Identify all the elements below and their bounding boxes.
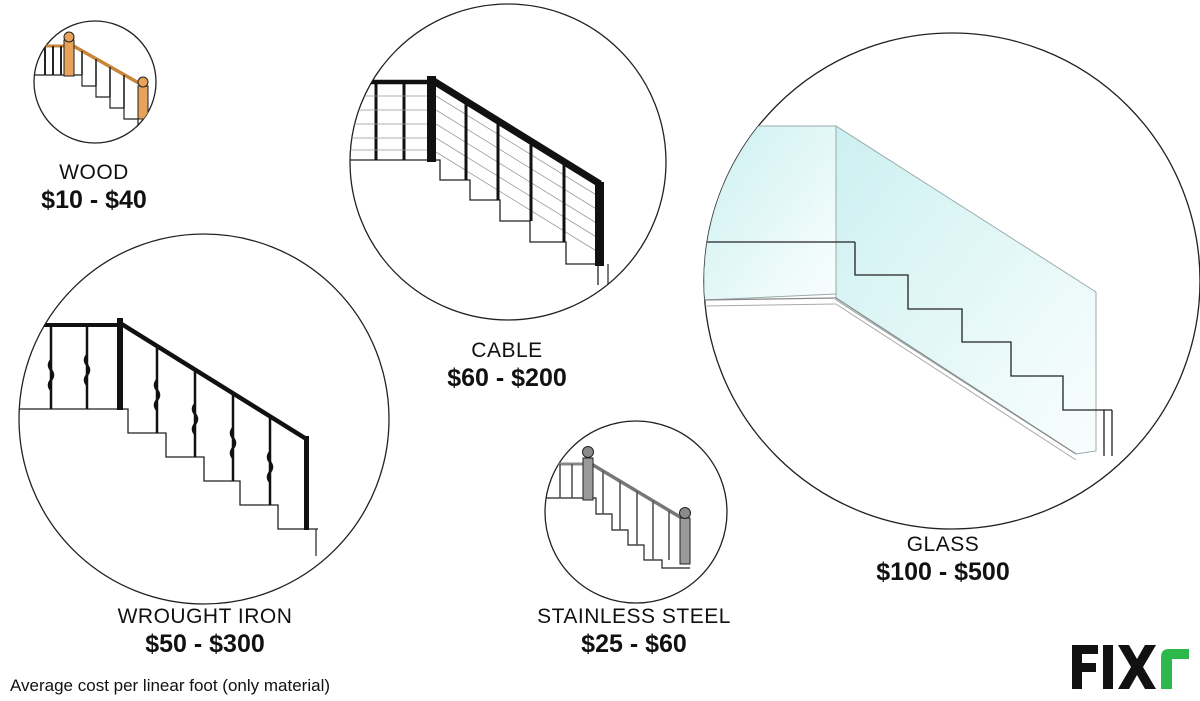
material-name: WOOD [59,161,129,184]
material-price: $10 - $40 [41,186,147,214]
stainless-steel-label: STAINLESS STEEL $25 - $60 [537,605,731,659]
fixr-logo-icon [1072,645,1189,689]
material-price: $25 - $60 [581,630,687,658]
stainless-steel-staircase-icon [544,420,728,604]
wood-staircase-icon [33,20,157,144]
footnote: Average cost per linear foot (only mater… [10,676,331,695]
glass-label: GLASS $100 - $500 [876,533,1009,587]
wrought-iron-label: WROUGHT IRON $50 - $300 [118,605,293,659]
material-price: $100 - $500 [876,558,1010,586]
wood-label: WOOD $10 - $40 [41,161,147,215]
material-name: GLASS [906,533,980,556]
cable-staircase-icon [349,3,667,321]
material-price: $60 - $200 [447,364,567,392]
material-name: CABLE [471,339,543,362]
wrought-iron-staircase-icon [18,233,390,605]
glass-staircase-icon [703,32,1200,530]
material-name: WROUGHT IRON [117,605,293,628]
material-price: $50 - $300 [145,630,265,658]
material-name: STAINLESS STEEL [537,605,731,628]
cable-label: CABLE $60 - $200 [447,339,567,393]
